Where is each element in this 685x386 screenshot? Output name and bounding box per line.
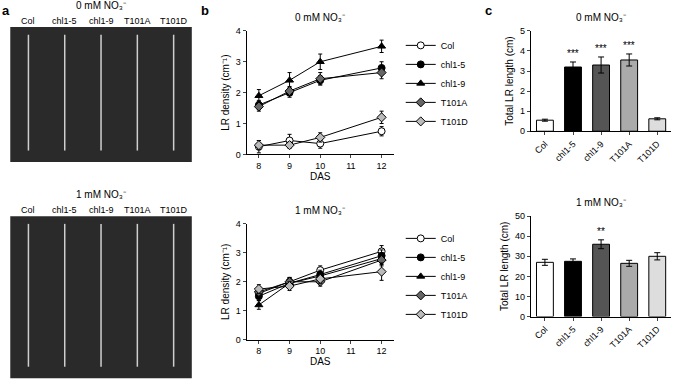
svg-text:4: 4 xyxy=(236,26,241,36)
svg-text:T101A: T101A xyxy=(608,324,634,350)
svg-text:10: 10 xyxy=(315,346,325,356)
svg-text:chl1-5: chl1-5 xyxy=(52,16,77,26)
svg-text:8: 8 xyxy=(256,161,261,171)
svg-text:Total LR length (cm): Total LR length (cm) xyxy=(504,36,515,125)
svg-text:***: *** xyxy=(567,48,579,59)
svg-text:20: 20 xyxy=(515,272,525,282)
svg-text:1: 1 xyxy=(520,106,525,116)
svg-text:chl1-5: chl1-5 xyxy=(52,205,77,215)
svg-text:DAS: DAS xyxy=(310,171,331,182)
svg-text:Col: Col xyxy=(21,205,35,215)
svg-text:2: 2 xyxy=(520,86,525,96)
svg-text:Col: Col xyxy=(21,16,35,26)
svg-text:0 mM NO₃⁻: 0 mM NO₃⁻ xyxy=(76,0,127,11)
svg-text:30: 30 xyxy=(515,251,525,261)
svg-text:0: 0 xyxy=(520,126,525,136)
svg-text:0: 0 xyxy=(520,312,525,322)
svg-text:T101D: T101D xyxy=(441,117,469,127)
svg-text:Total LR length (cm): Total LR length (cm) xyxy=(499,222,510,311)
svg-text:2: 2 xyxy=(236,277,241,287)
svg-text:LR density (cm⁻¹): LR density (cm⁻¹) xyxy=(220,54,231,130)
svg-text:T101D: T101D xyxy=(636,324,663,351)
svg-text:chl1-9: chl1-9 xyxy=(89,16,114,26)
svg-text:0: 0 xyxy=(236,150,241,160)
svg-text:T101A: T101A xyxy=(124,16,151,26)
svg-text:b: b xyxy=(201,3,209,18)
svg-text:T101D: T101D xyxy=(160,205,188,215)
svg-text:T101A: T101A xyxy=(608,139,634,165)
svg-text:chl1-5: chl1-5 xyxy=(441,253,466,263)
svg-text:T101A: T101A xyxy=(441,291,468,301)
svg-text:10: 10 xyxy=(315,161,325,171)
svg-text:3: 3 xyxy=(236,57,241,67)
svg-text:3: 3 xyxy=(236,248,241,258)
svg-text:T101D: T101D xyxy=(441,310,469,320)
svg-text:5: 5 xyxy=(520,26,525,36)
svg-text:chl1-5: chl1-5 xyxy=(441,60,466,70)
svg-text:T101D: T101D xyxy=(160,16,188,26)
svg-text:***: *** xyxy=(595,43,607,54)
svg-text:10: 10 xyxy=(515,292,525,302)
svg-text:0: 0 xyxy=(236,335,241,345)
svg-text:Col: Col xyxy=(533,139,550,156)
svg-text:T101D: T101D xyxy=(636,139,663,166)
svg-text:11: 11 xyxy=(346,161,355,171)
svg-text:Col: Col xyxy=(441,234,455,244)
svg-text:50: 50 xyxy=(515,211,525,221)
svg-text:12: 12 xyxy=(377,161,387,171)
svg-text:T101A: T101A xyxy=(441,98,468,108)
svg-text:***: *** xyxy=(623,40,635,51)
svg-text:T101A: T101A xyxy=(124,205,151,215)
svg-text:1: 1 xyxy=(236,119,241,129)
svg-text:0 mM NO₃⁻: 0 mM NO₃⁻ xyxy=(576,12,627,23)
svg-text:**: ** xyxy=(597,226,605,237)
svg-text:8: 8 xyxy=(256,346,261,356)
svg-text:Col: Col xyxy=(441,41,455,51)
svg-text:40: 40 xyxy=(515,231,525,241)
svg-text:a: a xyxy=(2,3,10,18)
svg-text:12: 12 xyxy=(377,346,387,356)
svg-text:chl1-5: chl1-5 xyxy=(553,139,577,163)
svg-text:11: 11 xyxy=(346,346,355,356)
svg-text:Col: Col xyxy=(533,324,550,341)
svg-text:chl1-9: chl1-9 xyxy=(441,79,466,89)
svg-text:1: 1 xyxy=(236,306,241,316)
svg-text:chl1-5: chl1-5 xyxy=(553,324,577,348)
svg-text:0 mM NO₃⁻: 0 mM NO₃⁻ xyxy=(295,12,346,23)
svg-text:1 mM NO₃⁻: 1 mM NO₃⁻ xyxy=(76,189,127,200)
svg-text:chl1-9: chl1-9 xyxy=(89,205,114,215)
svg-text:4: 4 xyxy=(236,219,241,229)
svg-text:chl1-9: chl1-9 xyxy=(441,272,466,282)
svg-text:4: 4 xyxy=(520,46,525,56)
svg-text:2: 2 xyxy=(236,88,241,98)
svg-text:1 mM NO₃⁻: 1 mM NO₃⁻ xyxy=(576,197,627,208)
svg-text:chl1-9: chl1-9 xyxy=(581,139,605,163)
svg-text:c: c xyxy=(485,3,492,18)
svg-text:LR density (cm⁻¹): LR density (cm⁻¹) xyxy=(220,244,231,320)
svg-text:9: 9 xyxy=(287,346,292,356)
svg-text:3: 3 xyxy=(520,66,525,76)
svg-text:1 mM NO₃⁻: 1 mM NO₃⁻ xyxy=(295,205,346,216)
svg-text:DAS: DAS xyxy=(310,356,331,367)
svg-text:9: 9 xyxy=(287,161,292,171)
svg-text:chl1-9: chl1-9 xyxy=(581,324,605,348)
